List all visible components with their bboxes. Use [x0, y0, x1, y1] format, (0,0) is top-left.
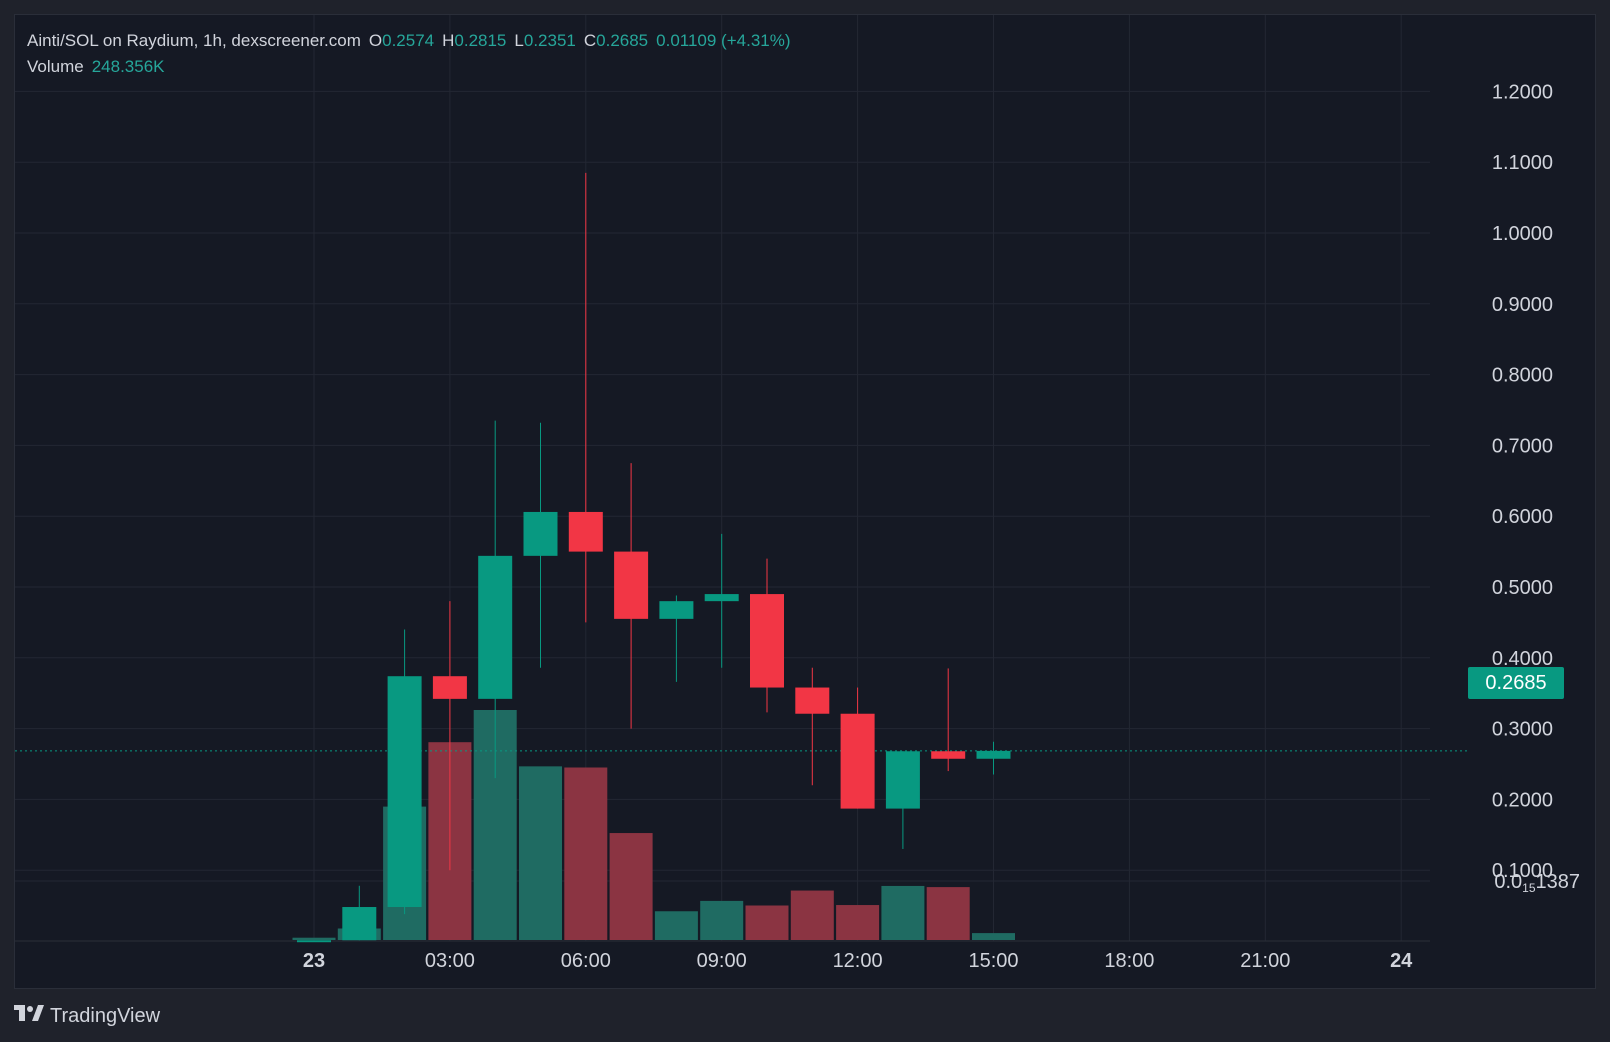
current-price-tag: 0.2685 — [1468, 667, 1564, 699]
candle-body — [704, 594, 739, 602]
volume-bar — [700, 900, 744, 940]
close-label: C — [583, 31, 597, 50]
x-tick-label: 15:00 — [968, 950, 1018, 972]
close-value: 0.2685 — [596, 31, 649, 50]
candle-body — [614, 551, 649, 619]
volume-bar — [654, 911, 698, 940]
volume-bar — [881, 885, 925, 940]
volume-bar — [609, 833, 653, 940]
chart-frame[interactable] — [14, 14, 1596, 989]
x-tick-label: 21:00 — [1240, 950, 1290, 972]
x-tick-label: 24 — [1390, 950, 1413, 972]
tradingview-branding[interactable]: TradingView — [14, 1004, 160, 1028]
y-tick-label: 0.7000 — [1492, 435, 1553, 457]
candle-body — [976, 750, 1011, 759]
volume-bar — [790, 890, 834, 940]
candle-body — [659, 601, 694, 619]
volume-bar — [564, 767, 608, 940]
candle-body — [750, 594, 784, 688]
volume-bar — [745, 905, 789, 940]
open-value: 0.2574 — [382, 31, 435, 50]
chart-legend: Ainti/SOL on Raydium, 1h, dexscreener.co… — [27, 28, 791, 80]
symbol-label: Ainti/SOL on Raydium, 1h, dexscreener.co… — [27, 31, 361, 50]
y-tick-label: 0.6000 — [1492, 506, 1553, 528]
y-tick-label: 1.1000 — [1492, 152, 1553, 174]
x-tick-label: 09:00 — [697, 950, 747, 972]
y-tick-label: 0.3000 — [1492, 719, 1553, 741]
candle-body — [387, 676, 422, 908]
volume-bar — [926, 887, 970, 940]
volume-value: 248.356K — [91, 57, 165, 76]
candle-body — [795, 687, 830, 714]
high-value: 0.2815 — [454, 31, 507, 50]
x-tick-label: 23 — [303, 950, 325, 972]
change-value: 0.01109 (+4.31%) — [656, 31, 791, 50]
candle-body — [432, 676, 467, 699]
volume-row: Volume 248.356K — [27, 54, 791, 80]
candle-body — [342, 907, 377, 941]
x-tick-label: 06:00 — [561, 950, 611, 972]
y-tick-label: 0.4000 — [1492, 648, 1553, 670]
tradingview-logo-icon — [14, 1004, 44, 1028]
candle-body — [840, 713, 875, 809]
volume-bar — [836, 905, 880, 940]
low-value: 0.2351 — [523, 31, 576, 50]
volume-bar — [972, 933, 1015, 940]
low-label: L — [514, 31, 524, 50]
candle-body — [297, 940, 331, 943]
y-tick-label-bottom: 0.0151387 — [1494, 871, 1580, 895]
x-tick-label: 18:00 — [1104, 950, 1154, 972]
y-tick-label: 0.8000 — [1492, 365, 1553, 387]
x-tick-label: 12:00 — [833, 950, 883, 972]
ohlc-row: Ainti/SOL on Raydium, 1h, dexscreener.co… — [27, 28, 791, 54]
y-tick-label: 0.1000 — [1492, 860, 1553, 882]
y-tick-label: 0.5000 — [1492, 577, 1553, 599]
y-tick-label: 0.9000 — [1492, 294, 1553, 316]
candle-body — [523, 511, 558, 556]
candle-body — [931, 751, 966, 759]
open-label: O — [368, 31, 383, 50]
candle-body — [478, 555, 513, 699]
candle-body — [568, 511, 603, 552]
high-label: H — [442, 31, 455, 50]
x-tick-label: 03:00 — [425, 950, 475, 972]
y-tick-label: 1.0000 — [1492, 223, 1553, 245]
y-tick-label: 1.2000 — [1492, 81, 1553, 103]
tradingview-name: TradingView — [50, 1004, 161, 1027]
volume-bar — [292, 937, 336, 940]
volume-bar — [519, 766, 562, 940]
y-tick-label: 0.2000 — [1492, 789, 1553, 811]
candle-body — [885, 751, 920, 809]
volume-label: Volume — [27, 57, 84, 76]
